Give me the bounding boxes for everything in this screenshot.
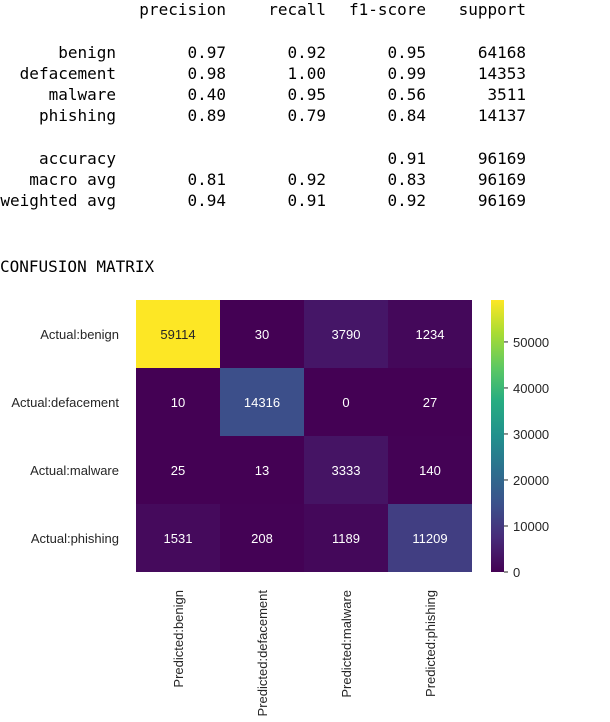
report-cell-support: 14137 [477,106,526,125]
heatmap-cell [304,300,388,368]
heatmap-cell-value: 208 [251,531,273,546]
report-summary-f1: 0.83 [387,170,426,189]
row-label: Actual:phishing [31,531,119,546]
report-cell-precision: 0.98 [187,64,226,83]
column-label: Predicted:malware [339,590,354,698]
colorbar-tick-label: 40000 [513,381,549,396]
report-cell-recall: 0.95 [287,85,326,104]
heatmap-cell-value: 25 [171,463,185,478]
report-cell-precision: 0.40 [187,85,226,104]
heatmap-cell [136,436,220,504]
colorbar-tick-label: 10000 [513,519,549,534]
heatmap-cell [388,504,472,572]
column-label: Predicted:phishing [423,590,438,697]
report-cell-recall: 1.00 [287,64,326,83]
heatmap-cell [388,436,472,504]
report-row-label: malware [48,85,116,104]
report-cell-f1: 0.84 [387,106,426,125]
heatmap-cell-value: 1189 [332,531,360,546]
confusion-matrix-heatmap: 59114 30 3790 1234 10 14316 0 27 25 13 3333 140 1531… [11,300,549,717]
heatmap-cell-value: 1531 [164,531,193,546]
report-row-label: defacement [19,64,116,83]
report-header-recall: recall [268,0,326,19]
row-label: Actual:defacement [11,395,119,410]
heatmap-cell-value: 30 [255,327,269,342]
report-header-f1-score: f1-score [348,0,426,19]
row-label: Actual:benign [40,327,119,342]
column-label: Predicted:defacement [255,590,270,717]
heatmap-cell [388,300,472,368]
report-cell-precision: 0.97 [187,43,226,62]
heatmap-cell [304,368,388,436]
report-summary-support: 96169 [477,170,526,189]
heatmap-cell-value: 11209 [412,531,447,546]
heatmap-cell-value: 3790 [332,327,361,342]
heatmap-cell [220,436,304,504]
heatmap-cell-value: 3333 [332,463,361,478]
heatmap-cell [220,300,304,368]
heatmap-cell [388,368,472,436]
heatmap-cell-value: 1234 [416,327,445,342]
heatmap-cell-value: 0 [342,395,349,410]
colorbar-tick-label: 30000 [513,427,549,442]
heatmap-cell [136,368,220,436]
report-header-support: support [458,0,526,19]
report-summary-support: 96169 [477,149,526,168]
report-summary-label: accuracy [38,149,116,168]
heatmap-cell [136,300,220,368]
report-cell-f1: 0.99 [387,64,426,83]
report-cell-support: 3511 [487,85,526,104]
heatmap-cell-value: 10 [171,395,185,410]
heatmap-cell [304,504,388,572]
heatmap-cell [220,368,304,436]
heatmap-cell [304,436,388,504]
report-summary-recall: 0.92 [287,170,326,189]
report-cell-precision: 0.89 [187,106,226,125]
report-row-label: benign [58,43,116,62]
heatmap-cell-value: 27 [423,395,437,410]
colorbar-tick-label: 20000 [513,473,549,488]
confusion-matrix-title: CONFUSION MATRIX [0,257,155,276]
heatmap-cell-value: 14316 [244,395,280,410]
report-cell-support: 14353 [477,64,526,83]
report-summary-label: macro avg [29,170,116,189]
report-summary-precision: 0.94 [187,191,226,210]
heatmap-cell [136,504,220,572]
report-cell-f1: 0.95 [387,43,426,62]
colorbar [491,300,504,572]
report-summary-support: 96169 [477,191,526,210]
report-cell-f1: 0.56 [387,85,426,104]
report-header-precision: precision [139,0,226,19]
heatmap-cell [220,504,304,572]
report-cell-recall: 0.79 [287,106,326,125]
heatmap-cell-value: 59114 [160,327,195,342]
heatmap-cell-value: 13 [255,463,269,478]
colorbar-tick-label: 50000 [513,335,549,350]
colorbar-tick-label: 0 [513,565,520,580]
report-summary-label: weighted avg [0,191,116,210]
heatmap-cell-value: 140 [419,463,441,478]
report-summary-f1: 0.91 [387,149,426,168]
report-cell-support: 64168 [477,43,526,62]
report-summary-precision: 0.81 [187,170,226,189]
report-row-label: phishing [38,106,116,125]
column-label: Predicted:benign [171,590,186,688]
row-label: Actual:malware [30,463,119,478]
report-summary-recall: 0.91 [287,191,326,210]
report-cell-recall: 0.92 [287,43,326,62]
report-summary-f1: 0.92 [387,191,426,210]
classification-report: precision recall f1-score support benign 0.97… [0,0,610,215]
